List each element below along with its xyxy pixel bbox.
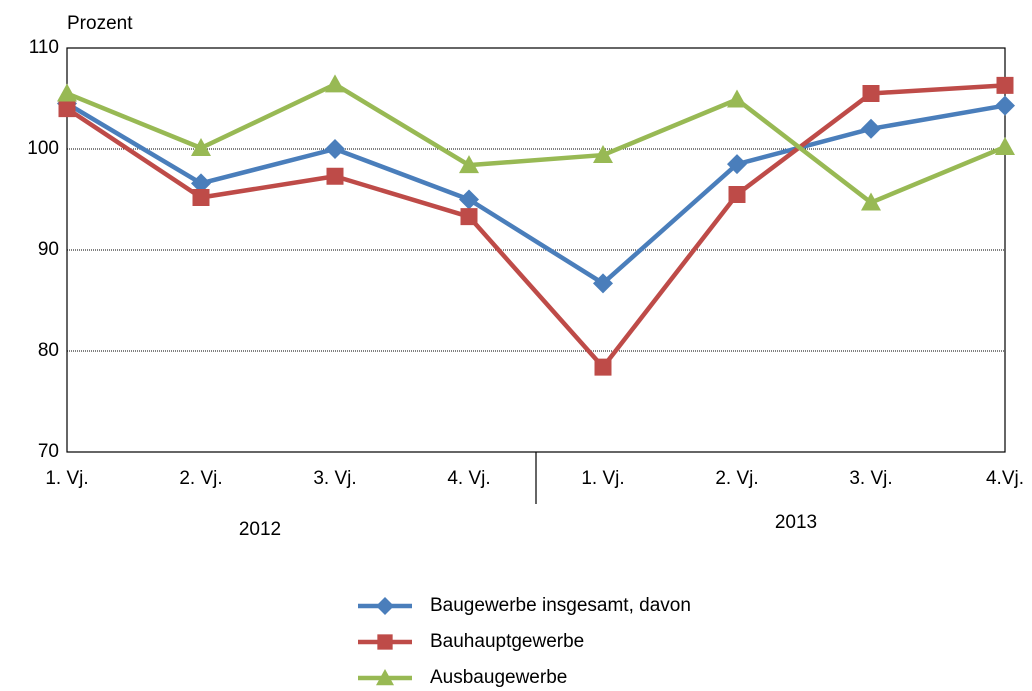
- series-line: [65, 83, 1006, 370]
- marker: [995, 95, 1015, 116]
- marker: [326, 167, 344, 185]
- x-tick-label: 3. Vj.: [313, 468, 356, 489]
- series-line: [65, 101, 1006, 286]
- legend-label: Bauhauptgewerbe: [430, 631, 584, 652]
- marker: [325, 74, 345, 93]
- x-tick-label: 1. Vj.: [581, 468, 624, 489]
- marker: [593, 145, 613, 164]
- marker: [728, 185, 746, 203]
- marker: [727, 154, 747, 175]
- marker: [995, 136, 1015, 155]
- marker: [191, 137, 211, 156]
- marker: [325, 139, 345, 159]
- group-label: 2013: [775, 512, 817, 533]
- marker: [862, 84, 880, 102]
- marker: [459, 155, 479, 174]
- x-tick-label: 3. Vj.: [849, 468, 892, 489]
- marker: [861, 118, 881, 139]
- y-tick-label: 90: [38, 239, 59, 260]
- marker: [861, 192, 881, 211]
- marker: [593, 273, 613, 294]
- y-tick-label: 70: [38, 441, 59, 462]
- y-tick-label: 80: [38, 340, 59, 361]
- y-tick-label: 100: [27, 138, 59, 159]
- marker: [727, 89, 747, 108]
- marker: [58, 100, 76, 118]
- series-line: [66, 82, 1006, 205]
- legend-label: Ausbaugewerbe: [430, 667, 567, 688]
- marker: [996, 76, 1014, 94]
- marker: [192, 188, 210, 206]
- x-tick-label: 1. Vj.: [45, 468, 88, 489]
- x-tick-label: 4. Vj.: [447, 468, 490, 489]
- x-tick-label: 2. Vj.: [715, 468, 758, 489]
- marker: [376, 669, 394, 686]
- marker: [377, 634, 393, 650]
- group-label: 2012: [239, 519, 281, 540]
- legend-label: Baugewerbe insgesamt, davon: [430, 595, 691, 616]
- y-tick-label: 110: [29, 37, 59, 58]
- marker: [594, 358, 612, 376]
- marker: [191, 173, 211, 194]
- y-axis-label: Prozent: [67, 13, 133, 34]
- marker: [460, 208, 478, 226]
- marker: [376, 597, 394, 615]
- marker: [57, 83, 77, 102]
- marker: [459, 189, 479, 210]
- x-tick-label: 4.Vj.: [986, 468, 1024, 489]
- x-tick-label: 2. Vj.: [179, 468, 222, 489]
